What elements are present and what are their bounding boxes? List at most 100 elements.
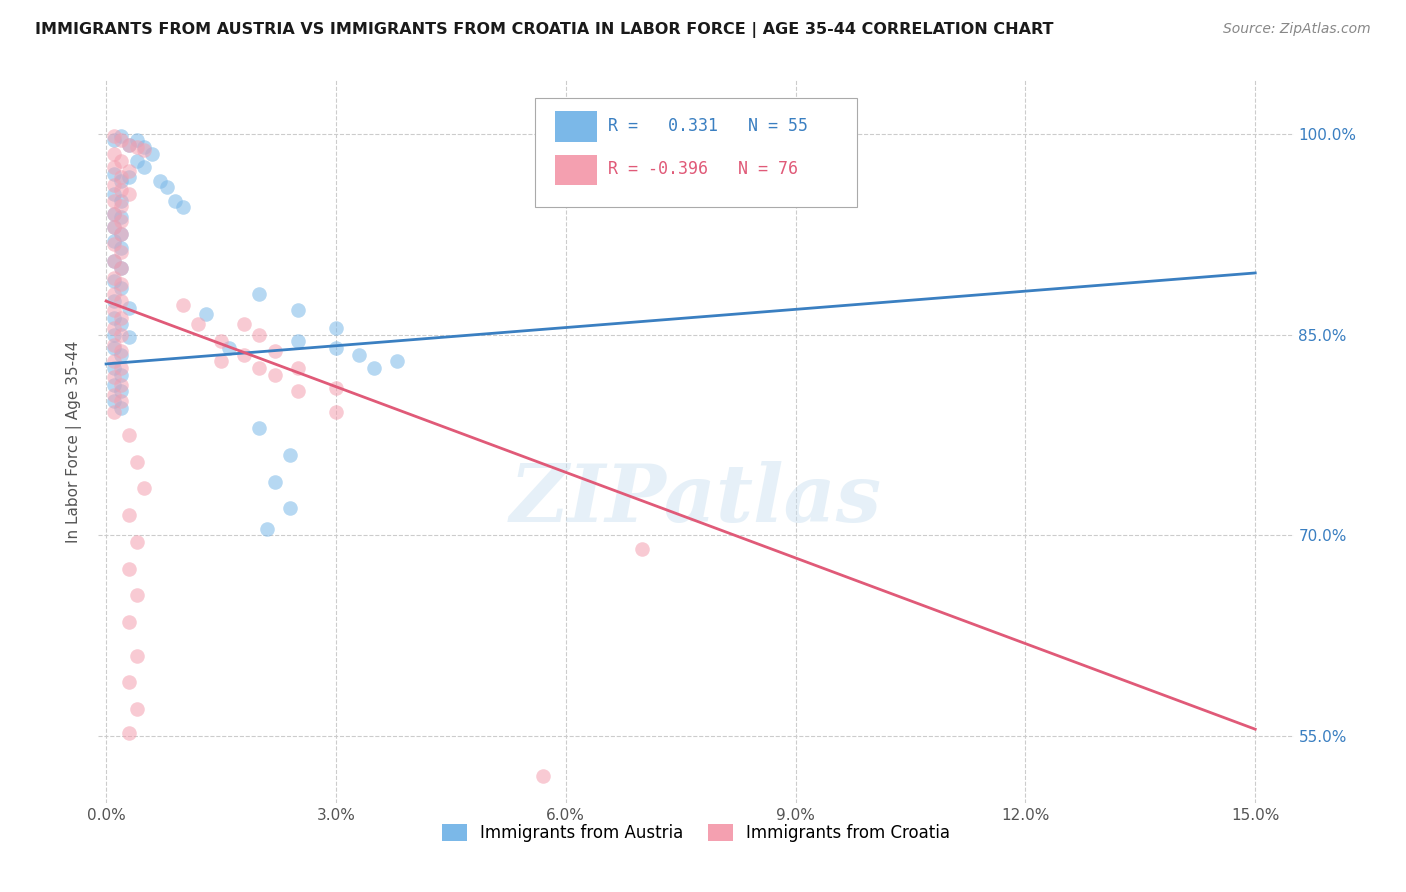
Point <box>134 140 156 154</box>
Point <box>110 311 132 326</box>
Point <box>172 298 194 312</box>
Point <box>103 234 125 248</box>
Point <box>103 327 125 342</box>
FancyBboxPatch shape <box>555 154 596 185</box>
Point <box>134 161 156 175</box>
Y-axis label: In Labor Force | Age 35-44: In Labor Force | Age 35-44 <box>66 341 83 542</box>
Point <box>256 522 278 536</box>
Point <box>103 387 125 401</box>
Point <box>263 343 285 358</box>
Point <box>134 143 156 157</box>
Point <box>103 394 125 409</box>
Point <box>110 174 132 188</box>
Point <box>110 241 132 255</box>
Point <box>233 348 256 362</box>
Point <box>103 178 125 192</box>
Point <box>125 140 148 154</box>
Point <box>118 508 141 523</box>
Point <box>103 253 125 268</box>
Point <box>103 287 125 301</box>
Point <box>118 301 141 315</box>
Point <box>110 227 132 241</box>
Point <box>103 194 125 208</box>
Point <box>110 378 132 392</box>
Point <box>141 146 163 161</box>
Point <box>103 129 125 144</box>
Text: IMMIGRANTS FROM AUSTRIA VS IMMIGRANTS FROM CROATIA IN LABOR FORCE | AGE 35-44 CO: IMMIGRANTS FROM AUSTRIA VS IMMIGRANTS FR… <box>35 22 1053 38</box>
Point <box>247 327 270 342</box>
Point <box>325 321 347 335</box>
Point <box>118 615 141 630</box>
Point <box>110 260 132 275</box>
Point <box>110 280 132 294</box>
Point <box>103 220 125 235</box>
Point <box>118 164 141 178</box>
Point <box>110 199 132 213</box>
Point <box>103 207 125 221</box>
Point <box>385 354 409 368</box>
Point <box>125 648 148 663</box>
Text: R =   0.331   N = 55: R = 0.331 N = 55 <box>607 117 807 135</box>
Point <box>149 174 172 188</box>
Point <box>103 311 125 326</box>
Point <box>103 274 125 288</box>
Point <box>110 244 132 259</box>
Point <box>347 348 370 362</box>
Point <box>233 317 256 331</box>
Point <box>110 134 132 148</box>
Point <box>118 137 141 152</box>
Point <box>194 308 217 322</box>
Point <box>110 361 132 376</box>
Point <box>103 187 125 202</box>
Point <box>110 317 132 331</box>
Point <box>325 381 347 395</box>
Point <box>118 675 141 690</box>
Point <box>103 271 125 285</box>
Point <box>118 187 141 202</box>
Point <box>103 361 125 376</box>
Point <box>163 194 186 208</box>
Point <box>287 334 309 349</box>
Point <box>118 428 141 442</box>
Point <box>125 134 148 148</box>
Point <box>110 194 132 208</box>
Text: R = -0.396   N = 76: R = -0.396 N = 76 <box>607 161 797 178</box>
Point <box>247 287 270 301</box>
Point <box>110 277 132 291</box>
Point <box>110 384 132 398</box>
Point <box>187 317 209 331</box>
FancyBboxPatch shape <box>534 98 858 207</box>
Point <box>631 541 654 556</box>
Point <box>110 401 132 416</box>
Point <box>363 361 385 376</box>
Point <box>110 214 132 228</box>
Point <box>218 341 240 355</box>
Point <box>287 303 309 318</box>
Point <box>247 361 270 376</box>
Point <box>125 589 148 603</box>
Point <box>103 253 125 268</box>
Point <box>134 482 156 496</box>
Point <box>263 368 285 382</box>
Point <box>118 330 141 344</box>
Point <box>287 384 309 398</box>
Point <box>110 183 132 197</box>
Point <box>287 361 309 376</box>
Point <box>103 167 125 181</box>
Point <box>103 338 125 352</box>
Point <box>110 327 132 342</box>
Point <box>103 341 125 355</box>
Point <box>278 501 301 516</box>
Point <box>118 169 141 184</box>
Point <box>103 294 125 309</box>
Point <box>209 354 232 368</box>
Point <box>247 421 270 435</box>
Point <box>103 303 125 318</box>
Point <box>110 169 132 184</box>
Text: Source: ZipAtlas.com: Source: ZipAtlas.com <box>1223 22 1371 37</box>
Text: ZIPatlas: ZIPatlas <box>510 460 882 538</box>
Point <box>263 475 285 489</box>
Point <box>325 341 347 355</box>
Point <box>118 137 141 152</box>
Point <box>110 153 132 168</box>
